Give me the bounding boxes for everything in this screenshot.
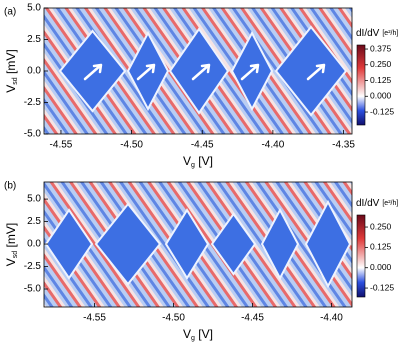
- arrow: [136, 63, 156, 81]
- cbar-tick-label: 0.250: [370, 59, 392, 69]
- x-tick-label: -4.50: [120, 140, 143, 151]
- cbar-tick-label: 0.250: [370, 221, 392, 231]
- label-part: [mV]: [4, 223, 18, 251]
- cbar-tick-label: 0.125: [370, 75, 392, 85]
- label-part: g: [191, 162, 195, 169]
- diamond: [168, 27, 230, 115]
- x-tick-label: -4.45: [241, 313, 264, 324]
- heatmap: [44, 182, 352, 307]
- colorbar: [356, 214, 366, 298]
- label-part: V: [4, 85, 18, 93]
- diamond: [304, 199, 352, 289]
- label-part: V: [183, 327, 191, 341]
- y-axis-label: Vsd [mV]: [4, 49, 19, 92]
- label-part: [V]: [195, 327, 213, 341]
- panel-label: (a): [4, 7, 16, 18]
- diamond: [164, 208, 210, 280]
- cbar-tick-label: 0.375: [370, 43, 392, 53]
- x-axis-label: Vg [V]: [183, 327, 213, 342]
- cbar-tick-label: 0.125: [370, 242, 392, 252]
- y-tick-label: 0.0: [27, 239, 41, 250]
- label-part: g: [191, 335, 195, 342]
- heatmap: [44, 8, 352, 134]
- label-part: dI/dV: [356, 28, 380, 39]
- x-tick-label: -4.40: [320, 313, 343, 324]
- label-part: [e²/h]: [382, 30, 398, 37]
- y-tick-label: 5.0: [27, 3, 41, 14]
- y-tick-label: 2.5: [27, 216, 41, 227]
- label-part: [mV]: [4, 49, 18, 77]
- diamond: [260, 207, 300, 281]
- x-tick-label: -4.55: [50, 140, 73, 151]
- arrow: [306, 63, 326, 81]
- y-tick-label: 5.0: [27, 194, 41, 205]
- plot-frame: [43, 181, 353, 308]
- y-tick-label: -2.5: [24, 261, 42, 272]
- y-tick-label: -5.0: [24, 284, 42, 295]
- label-part: sd: [12, 77, 19, 85]
- cbar-tick-label: -0.125: [370, 282, 394, 292]
- label-part: V: [4, 258, 18, 266]
- label-part: V: [183, 154, 191, 168]
- arrow: [191, 63, 211, 81]
- x-tick-label: -4.45: [191, 140, 214, 151]
- cbar-tick-label: 0.000: [370, 91, 392, 101]
- y-tick-label: -5.0: [24, 129, 42, 140]
- label-part: dI/dV: [356, 198, 380, 209]
- y-tick-label: 2.5: [27, 34, 41, 45]
- cbar-tick-label: 0.000: [370, 262, 392, 272]
- y-tick-label: 0.0: [27, 66, 41, 77]
- colorbar-label: dI/dV [e²/h]: [356, 198, 398, 209]
- colorbar-label: dI/dV [e²/h]: [356, 28, 398, 39]
- x-tick-label: -4.35: [332, 140, 355, 151]
- diamond: [210, 212, 257, 276]
- colorbar: [356, 44, 366, 126]
- cbar-tick-label: -0.125: [370, 106, 394, 116]
- x-tick-label: -4.40: [261, 140, 284, 151]
- y-axis-label: Vsd [mV]: [4, 223, 19, 266]
- label-part: [e²/h]: [382, 200, 398, 207]
- arrow: [83, 63, 103, 81]
- diamond: [274, 25, 348, 117]
- diamond: [94, 202, 162, 286]
- x-tick-label: -4.55: [83, 313, 106, 324]
- y-tick-label: -2.5: [24, 97, 42, 108]
- x-tick-label: -4.50: [162, 313, 185, 324]
- label-part: [V]: [195, 154, 213, 168]
- diamond: [44, 208, 94, 280]
- arrow: [240, 63, 260, 81]
- x-axis-label: Vg [V]: [183, 154, 213, 169]
- label-part: sd: [12, 251, 19, 259]
- panel-label: (b): [4, 181, 16, 192]
